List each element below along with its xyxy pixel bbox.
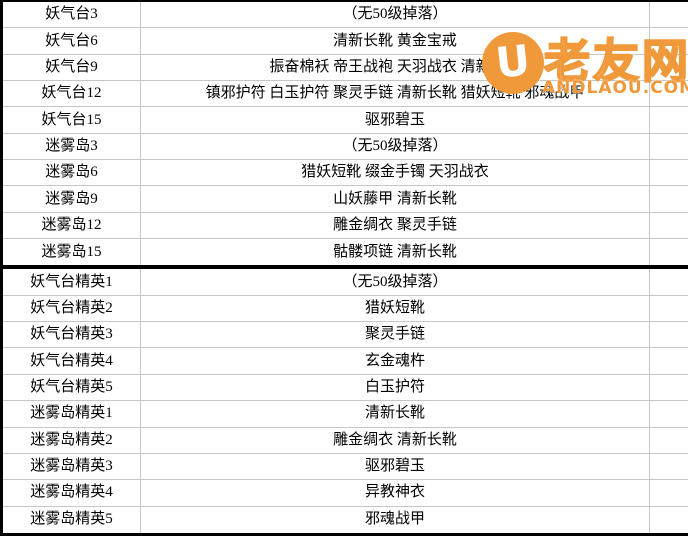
table-row: 妖气台精英3 聚灵手链 bbox=[3, 322, 688, 349]
drops-cell[interactable]: 振奋棉袄 帝王战袍 天羽战衣 清新长靴 bbox=[141, 54, 650, 81]
drops-cell[interactable]: 山妖藤甲 清新长靴 bbox=[141, 186, 650, 212]
stage-cell[interactable]: 迷雾岛精英2 bbox=[3, 427, 141, 453]
empty-cell[interactable] bbox=[650, 480, 688, 505]
table-row: 妖气台精英2 猎妖短靴 bbox=[3, 295, 688, 323]
drops-cell[interactable]: 猎妖短靴 缀金手镯 天羽战衣 bbox=[141, 160, 650, 186]
empty-cell[interactable] bbox=[650, 401, 688, 426]
table-row: 迷雾岛15 骷髅项链 清新长靴 bbox=[3, 239, 688, 266]
table-row: 迷雾岛精英1 清新长靴 bbox=[3, 401, 688, 428]
table-row: 迷雾岛精英4 异教神衣 bbox=[3, 480, 688, 507]
table-row: 迷雾岛精英3 驱邪碧玉 bbox=[3, 453, 688, 481]
table-row: 妖气台9 振奋棉袄 帝王战袍 天羽战衣 清新长靴 bbox=[3, 54, 688, 82]
empty-cell[interactable] bbox=[650, 213, 688, 238]
empty-cell[interactable] bbox=[650, 239, 688, 265]
empty-cell[interactable] bbox=[650, 28, 688, 53]
drops-cell[interactable]: （无50级掉落） bbox=[141, 2, 650, 28]
drops-cell[interactable]: 清新长靴 黄金宝戒 bbox=[141, 28, 650, 54]
drops-cell[interactable]: 镇邪护符 白玉护符 聚灵手链 清新长靴 猎妖短靴 邪魂战甲 bbox=[141, 81, 650, 107]
table-row: 妖气台12 镇邪护符 白玉护符 聚灵手链 清新长靴 猎妖短靴 邪魂战甲 bbox=[3, 81, 688, 108]
stage-cell[interactable]: 妖气台精英4 bbox=[3, 348, 141, 374]
table-row: 迷雾岛6 猎妖短靴 缀金手镯 天羽战衣 bbox=[3, 160, 688, 187]
table-row: 妖气台精英5 白玉护符 bbox=[3, 374, 688, 402]
table-row: 迷雾岛3 （无50级掉落） bbox=[3, 133, 688, 161]
empty-cell[interactable] bbox=[650, 160, 688, 185]
empty-cell[interactable] bbox=[650, 507, 688, 533]
drops-cell[interactable]: （无50级掉落） bbox=[141, 269, 650, 295]
stage-cell[interactable]: 迷雾岛9 bbox=[3, 186, 141, 212]
drops-cell[interactable]: 异教神衣 bbox=[141, 480, 650, 506]
stage-cell[interactable]: 妖气台精英1 bbox=[3, 269, 141, 295]
drops-cell[interactable]: 雕金绸衣 清新长靴 bbox=[141, 427, 650, 453]
table-row: 迷雾岛12 雕金绸衣 聚灵手链 bbox=[3, 212, 688, 240]
stage-cell[interactable]: 迷雾岛12 bbox=[3, 212, 141, 239]
drops-cell[interactable]: 聚灵手链 bbox=[141, 322, 650, 348]
drops-cell[interactable]: 玄金魂杵 bbox=[141, 348, 650, 374]
drops-cell[interactable]: 猎妖短靴 bbox=[141, 295, 650, 322]
table-row: 妖气台3 （无50级掉落） bbox=[3, 2, 688, 29]
table-row: 妖气台精英1 （无50级掉落） bbox=[3, 269, 688, 296]
stage-cell[interactable]: 迷雾岛15 bbox=[3, 239, 141, 266]
stage-cell[interactable]: 迷雾岛精英4 bbox=[3, 480, 141, 506]
stage-cell[interactable]: 妖气台12 bbox=[3, 81, 141, 107]
section-elite-stages: 妖气台精英1 （无50级掉落） 妖气台精英2 猎妖短靴 妖气台精英3 聚灵手链 妖气台精英4… bbox=[3, 265, 688, 533]
empty-cell[interactable] bbox=[650, 2, 688, 27]
table-row: 妖气台15 驱邪碧玉 bbox=[3, 107, 688, 134]
stage-cell[interactable]: 迷雾岛精英3 bbox=[3, 453, 141, 480]
table-row: 迷雾岛精英5 邪魂战甲 bbox=[3, 506, 688, 533]
drops-cell[interactable]: 骷髅项链 清新长靴 bbox=[141, 239, 650, 266]
stage-cell[interactable]: 妖气台15 bbox=[3, 107, 141, 133]
drops-cell[interactable]: 驱邪碧玉 bbox=[141, 453, 650, 480]
stage-cell[interactable]: 妖气台精英5 bbox=[3, 374, 141, 401]
empty-cell[interactable] bbox=[650, 322, 688, 347]
empty-cell[interactable] bbox=[650, 134, 688, 159]
empty-cell[interactable] bbox=[650, 269, 688, 294]
drops-cell[interactable]: 雕金绸衣 聚灵手链 bbox=[141, 212, 650, 239]
drops-cell[interactable]: （无50级掉落） bbox=[141, 133, 650, 160]
drops-cell[interactable]: 白玉护符 bbox=[141, 374, 650, 401]
drops-cell[interactable]: 驱邪碧玉 bbox=[141, 107, 650, 133]
table-row: 妖气台6 清新长靴 黄金宝戒 bbox=[3, 28, 688, 55]
stage-cell[interactable]: 妖气台精英2 bbox=[3, 295, 141, 322]
section-normal-stages: 妖气台3 （无50级掉落） 妖气台6 清新长靴 黄金宝戒 妖气台9 振奋棉袄 帝王战袍 天… bbox=[3, 2, 688, 266]
stage-cell[interactable]: 迷雾岛6 bbox=[3, 160, 141, 186]
empty-cell[interactable] bbox=[650, 375, 688, 400]
table-row: 迷雾岛精英2 雕金绸衣 清新长靴 bbox=[3, 427, 688, 454]
drops-cell[interactable]: 邪魂战甲 bbox=[141, 506, 650, 533]
empty-cell[interactable] bbox=[650, 107, 688, 132]
stage-cell[interactable]: 妖气台精英3 bbox=[3, 322, 141, 348]
drops-cell[interactable]: 清新长靴 bbox=[141, 401, 650, 427]
stage-cell[interactable]: 妖气台6 bbox=[3, 28, 141, 54]
table-row: 迷雾岛9 山妖藤甲 清新长靴 bbox=[3, 186, 688, 213]
empty-cell[interactable] bbox=[650, 454, 688, 479]
empty-cell[interactable] bbox=[650, 55, 688, 80]
empty-cell[interactable] bbox=[650, 428, 688, 453]
stage-cell[interactable]: 迷雾岛精英5 bbox=[3, 506, 141, 533]
empty-cell[interactable] bbox=[650, 296, 688, 321]
stage-cell[interactable]: 迷雾岛精英1 bbox=[3, 401, 141, 427]
empty-cell[interactable] bbox=[650, 348, 688, 373]
table-row: 妖气台精英4 玄金魂杵 bbox=[3, 348, 688, 375]
empty-cell[interactable] bbox=[650, 81, 688, 106]
stage-cell[interactable]: 妖气台9 bbox=[3, 54, 141, 81]
empty-cell[interactable] bbox=[650, 186, 688, 211]
stage-cell[interactable]: 迷雾岛3 bbox=[3, 133, 141, 160]
stage-cell[interactable]: 妖气台3 bbox=[3, 2, 141, 28]
